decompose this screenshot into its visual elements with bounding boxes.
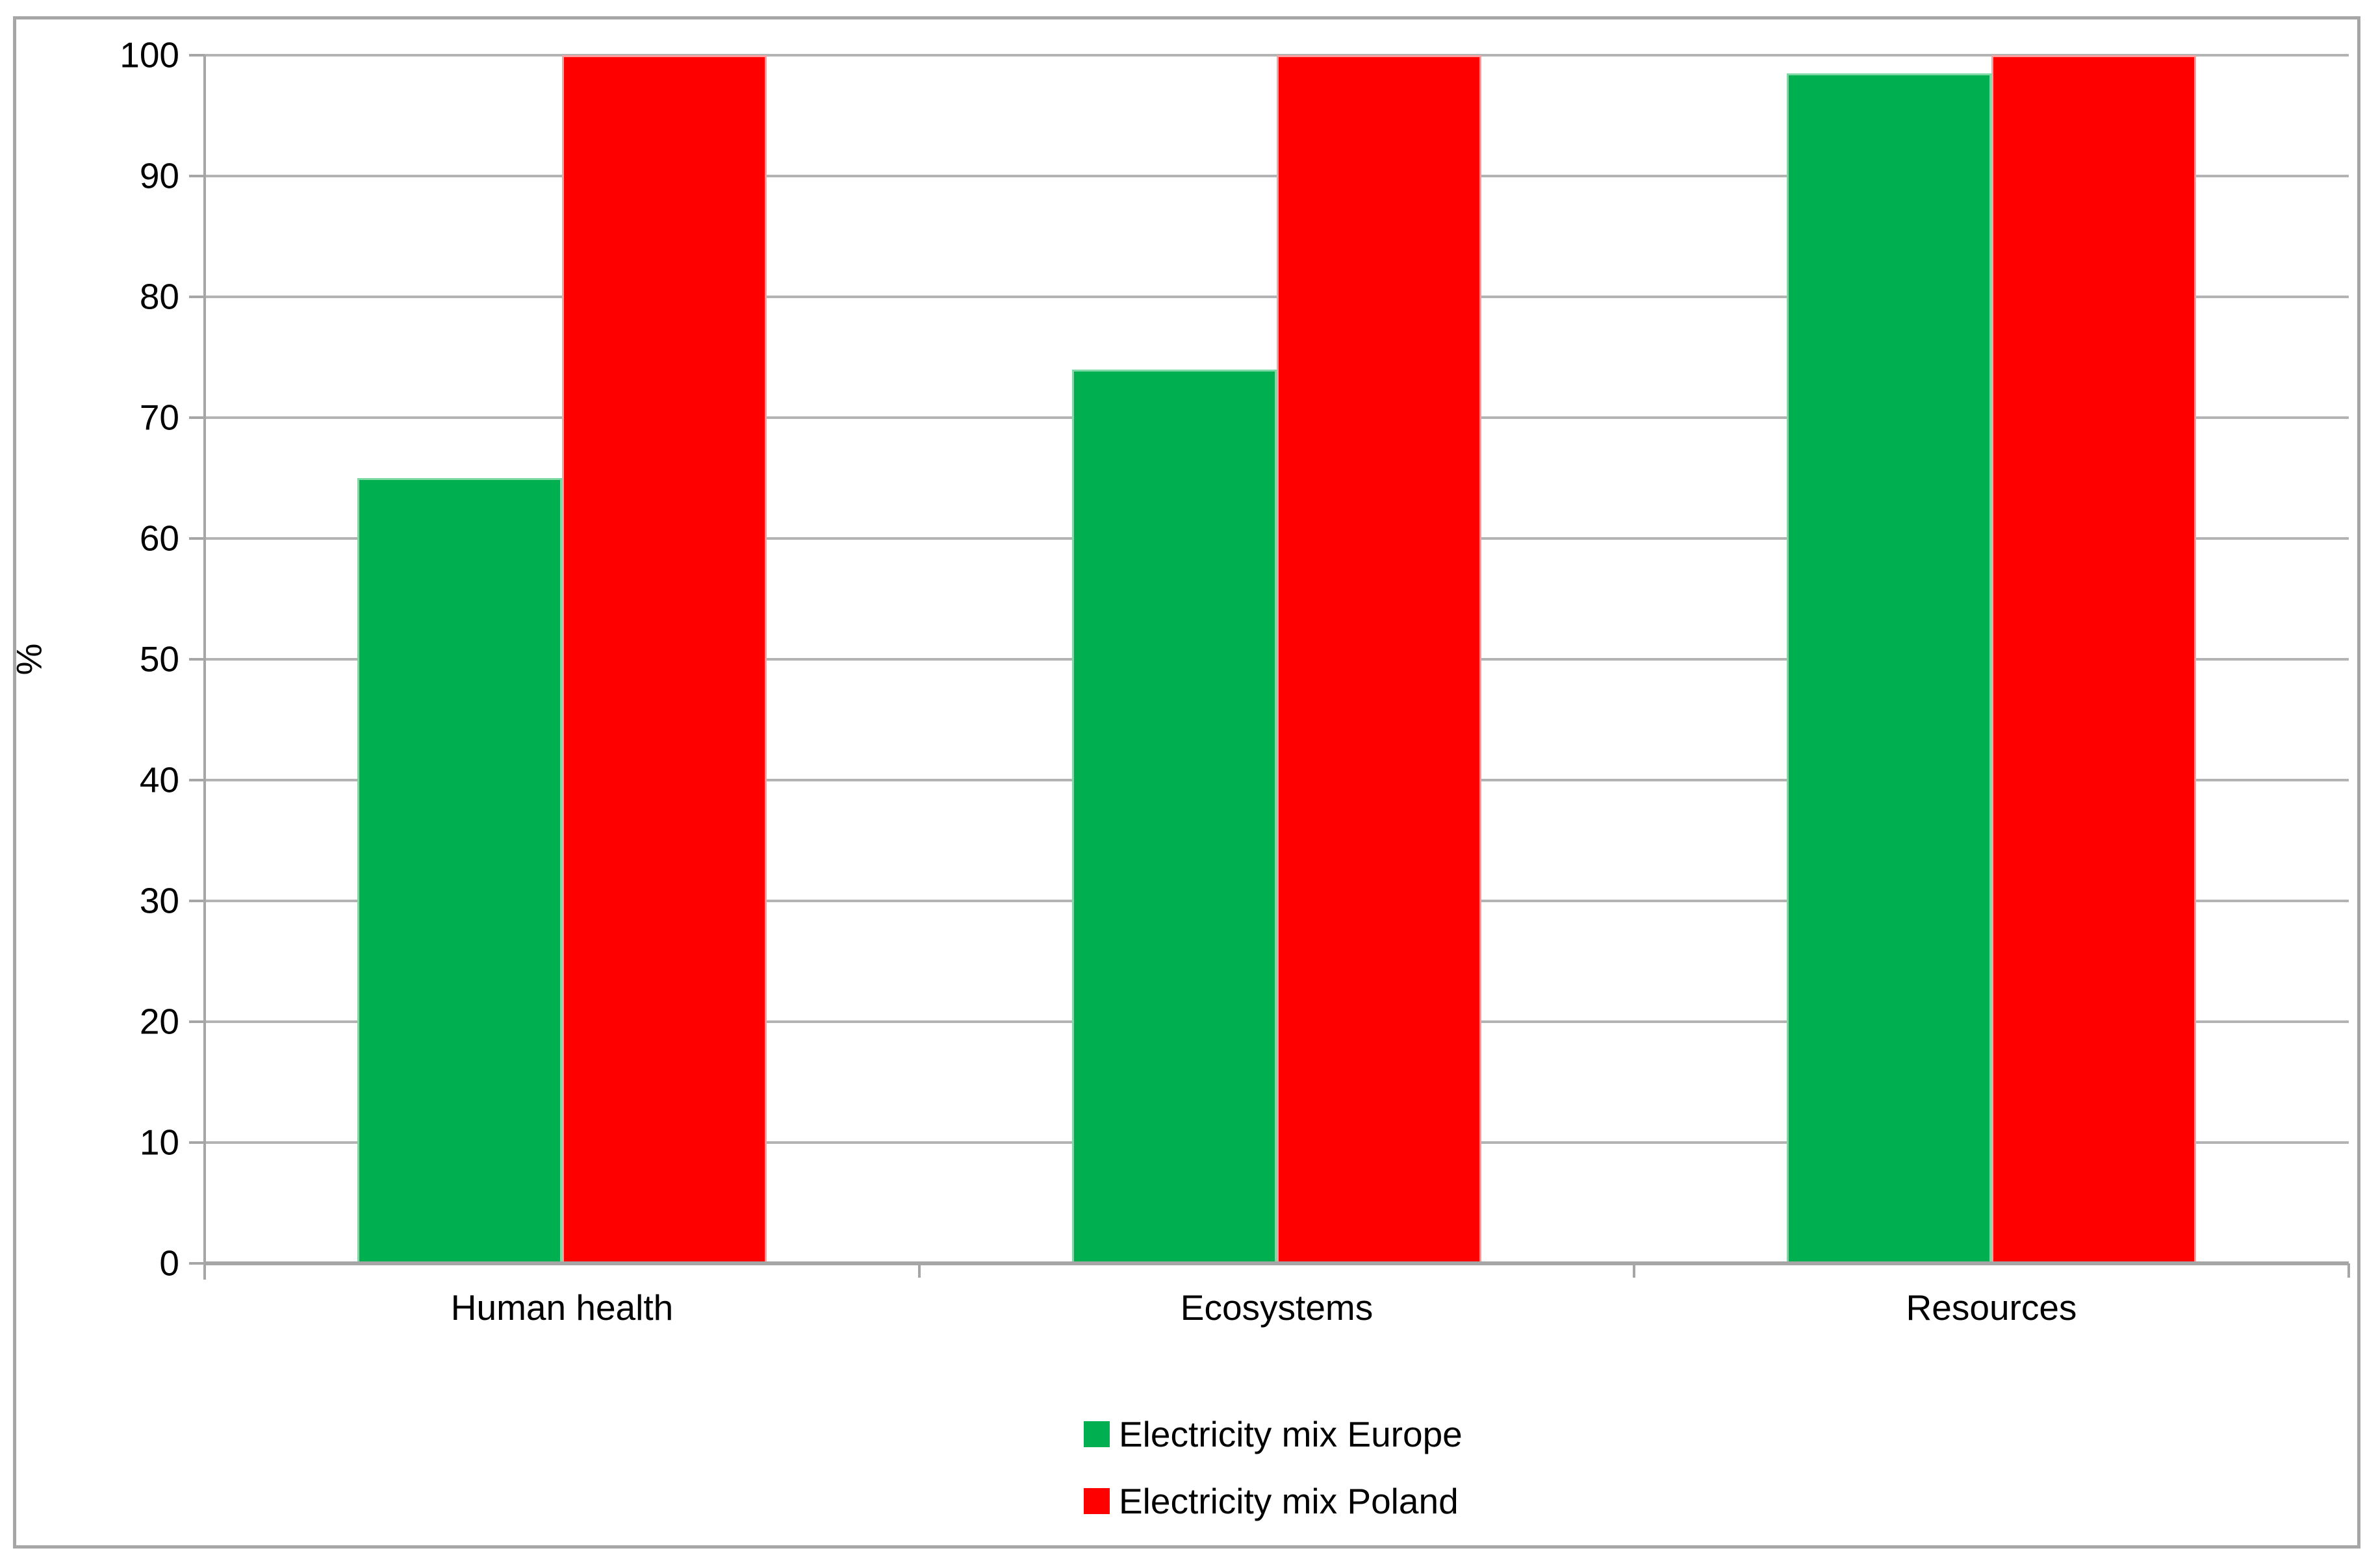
y-axis-tick	[189, 658, 205, 661]
bar	[1072, 370, 1277, 1263]
y-tick-label: 40	[139, 759, 179, 800]
bar	[1991, 55, 2196, 1263]
bar	[562, 55, 767, 1263]
y-axis-tick	[189, 1141, 205, 1144]
y-tick-label: 70	[139, 397, 179, 438]
y-tick-label: 0	[159, 1243, 179, 1283]
x-axis-tick	[2347, 1263, 2350, 1278]
y-tick-label: 30	[139, 880, 179, 921]
y-tick-label: 10	[139, 1122, 179, 1163]
y-axis-tick	[189, 1262, 205, 1265]
x-axis-baseline	[205, 1261, 2349, 1265]
category-label-0: Human health	[450, 1287, 674, 1328]
y-axis-line	[203, 55, 206, 1280]
y-tick-label: 90	[139, 155, 179, 196]
y-axis-tick	[189, 537, 205, 540]
y-tick-label: 100	[120, 34, 179, 75]
chart-outer-border	[13, 16, 2360, 1549]
y-tick-label: 20	[139, 1001, 179, 1042]
category-label-2: Resources	[1906, 1287, 2077, 1328]
y-axis-tick	[189, 54, 205, 57]
y-axis-tick	[189, 416, 205, 419]
y-tick-label: 80	[139, 276, 179, 317]
bar	[357, 478, 562, 1263]
bar	[1277, 55, 1481, 1263]
category-label-1: Ecosystems	[1180, 1287, 1374, 1328]
y-tick-label: 50	[139, 639, 179, 679]
x-axis-tick	[918, 1263, 921, 1278]
y-tick-label: 60	[139, 518, 179, 559]
y-axis-title: %	[8, 643, 49, 676]
y-axis-tick	[189, 296, 205, 298]
y-axis-tick	[189, 900, 205, 902]
bar	[1787, 73, 1991, 1263]
y-axis-tick	[189, 175, 205, 177]
y-axis-tick	[189, 779, 205, 781]
x-axis-tick	[1633, 1263, 1635, 1278]
y-axis-tick	[189, 1020, 205, 1023]
